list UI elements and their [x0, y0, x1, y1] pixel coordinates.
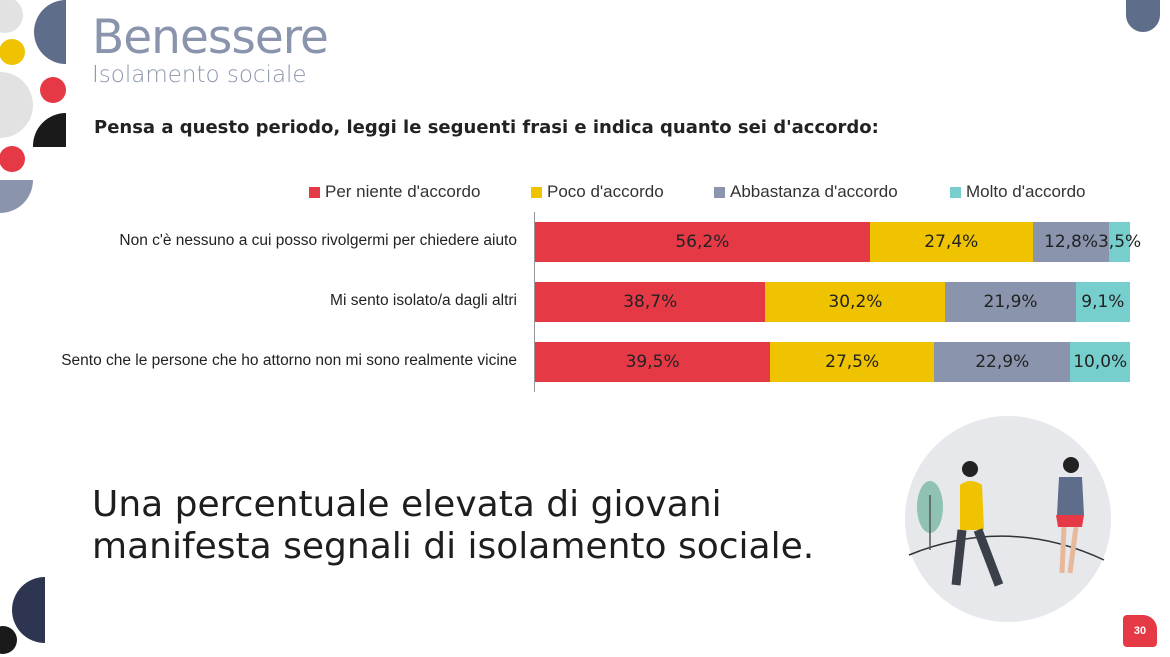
category-axis-line: [534, 212, 535, 392]
category-label: Non c'è nessuno a cui posso rivolgermi p…: [119, 232, 517, 249]
data-label: 21,9%: [983, 292, 1038, 312]
data-label: 27,4%: [924, 232, 979, 252]
category-label: Sento che le persone che ho attorno non …: [61, 352, 517, 369]
bar-segment: 21,9%: [945, 282, 1076, 322]
legend-item: Poco d'accordo: [531, 182, 664, 202]
question-text: Pensa a questo periodo, leggi le seguent…: [94, 117, 879, 138]
data-label: 9,1%: [1081, 292, 1125, 312]
decorative-shapes-left: [0, 0, 66, 654]
data-label: 30,2%: [828, 292, 883, 312]
legend-item: Molto d'accordo: [950, 182, 1085, 202]
legend-swatch: [950, 186, 961, 198]
people-walking-illustration: [905, 416, 1111, 622]
legend-swatch: [309, 186, 320, 198]
bar-segment: 27,4%: [869, 222, 1033, 262]
data-label: 56,2%: [675, 232, 730, 252]
legend-label: Molto d'accordo: [966, 182, 1086, 201]
bar-segment: 30,2%: [765, 282, 946, 322]
page-number: 30: [1123, 615, 1157, 647]
data-label: 22,9%: [975, 352, 1030, 372]
category-label: Mi sento isolato/a dagli altri: [330, 292, 517, 309]
conclusion-line: manifesta segnali di isolamento sociale.: [92, 526, 815, 567]
bar-segment: 56,2%: [535, 222, 870, 262]
legend-label: Poco d'accordo: [547, 182, 664, 201]
bar-segment: 3,5%: [1098, 222, 1141, 262]
bar-segment: 10,0%: [1070, 342, 1130, 382]
conclusion-line: Una percentuale elevata di giovani: [92, 484, 722, 525]
data-label: 27,5%: [825, 352, 880, 372]
bar-segment: 22,9%: [934, 342, 1071, 382]
legend-label: Abbastanza d'accordo: [730, 182, 898, 201]
bar-segment: 39,5%: [535, 342, 771, 382]
page-title: Benessere: [92, 10, 329, 65]
legend-label: Per niente d'accordo: [325, 182, 481, 201]
stacked-bar: 38,7% 30,2% 21,9% 9,1%: [535, 282, 1130, 322]
legend-swatch: [714, 186, 725, 198]
legend-swatch: [531, 186, 542, 198]
bar-segment: 9,1%: [1075, 282, 1130, 322]
bar-segment: 38,7%: [535, 282, 766, 322]
data-label: 12,8%: [1044, 232, 1099, 252]
data-label: 39,5%: [625, 352, 680, 372]
decorative-shape-top-right: [1126, 0, 1160, 32]
data-label: 3,5%: [1097, 232, 1142, 252]
stacked-bar: 39,5% 27,5% 22,9% 10,0%: [535, 342, 1130, 382]
bar-segment: 12,8%: [1032, 222, 1110, 262]
legend-item: Abbastanza d'accordo: [714, 182, 898, 202]
bar-segment: 27,5%: [770, 342, 935, 382]
data-label: 10,0%: [1073, 352, 1128, 372]
legend-item: Per niente d'accordo: [309, 182, 480, 202]
page-subtitle: Isolamento sociale: [92, 62, 307, 88]
stacked-bar: 56,2% 27,4% 12,8% 3,5%: [535, 222, 1141, 262]
data-label: 38,7%: [623, 292, 678, 312]
conclusion-text: Una percentuale elevata di giovani manif…: [92, 484, 814, 568]
